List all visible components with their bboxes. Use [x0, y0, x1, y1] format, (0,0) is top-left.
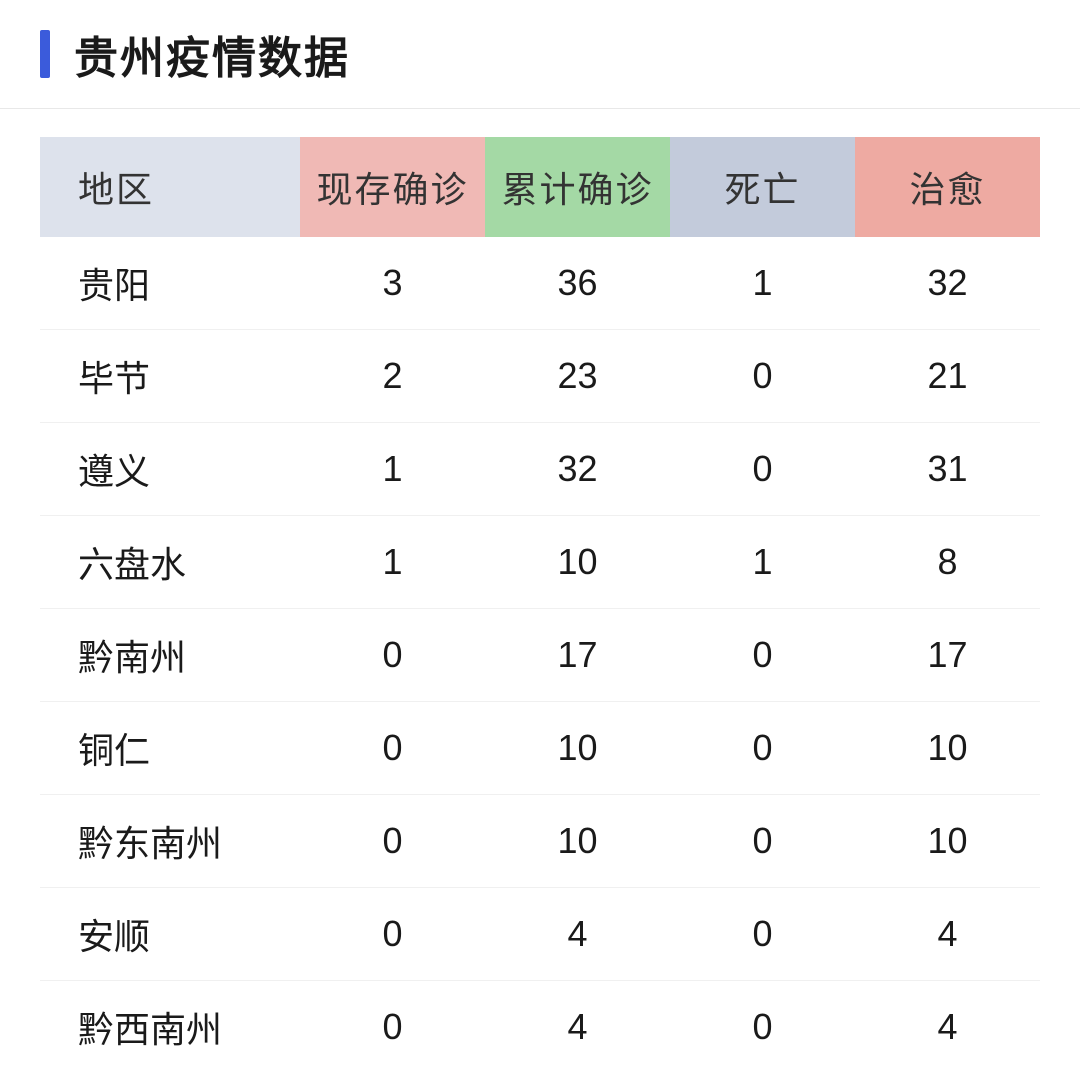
table-row: 黔西南州0404	[40, 981, 1040, 1073]
table-cell-deaths: 0	[670, 795, 855, 888]
table-cell-total: 10	[485, 795, 670, 888]
table-header-cell-deaths: 死亡	[670, 137, 855, 237]
table-header-row: 地区现存确诊累计确诊死亡治愈	[40, 137, 1040, 237]
table-cell-current: 2	[300, 330, 485, 423]
table-row: 贵阳336132	[40, 237, 1040, 330]
table-cell-current: 3	[300, 237, 485, 330]
table-cell-cured: 21	[855, 330, 1040, 423]
header-accent-bar	[40, 30, 50, 78]
table-header-cell-total: 累计确诊	[485, 137, 670, 237]
table-row: 遵义132031	[40, 423, 1040, 516]
table-header-cell-current: 现存确诊	[300, 137, 485, 237]
table-cell-cured: 10	[855, 702, 1040, 795]
table-body: 贵阳336132毕节223021遵义132031六盘水11018黔南州01701…	[40, 237, 1040, 1073]
table-cell-deaths: 1	[670, 237, 855, 330]
table-row: 安顺0404	[40, 888, 1040, 981]
table-container: 地区现存确诊累计确诊死亡治愈 贵阳336132毕节223021遵义132031六…	[0, 109, 1080, 1073]
table-row: 黔南州017017	[40, 609, 1040, 702]
table-cell-deaths: 0	[670, 888, 855, 981]
table-cell-total: 32	[485, 423, 670, 516]
table-cell-region: 安顺	[40, 888, 300, 981]
table-cell-total: 10	[485, 702, 670, 795]
table-cell-total: 10	[485, 516, 670, 609]
table-cell-current: 0	[300, 888, 485, 981]
table-row: 黔东南州010010	[40, 795, 1040, 888]
table-cell-cured: 8	[855, 516, 1040, 609]
table-cell-deaths: 0	[670, 330, 855, 423]
table-cell-current: 0	[300, 795, 485, 888]
table-cell-cured: 10	[855, 795, 1040, 888]
table-header-cell-region: 地区	[40, 137, 300, 237]
table-cell-current: 0	[300, 981, 485, 1073]
epidemic-data-table: 地区现存确诊累计确诊死亡治愈 贵阳336132毕节223021遵义132031六…	[40, 137, 1040, 1073]
table-cell-deaths: 0	[670, 981, 855, 1073]
table-cell-cured: 32	[855, 237, 1040, 330]
table-row: 六盘水11018	[40, 516, 1040, 609]
table-cell-cured: 4	[855, 888, 1040, 981]
table-cell-current: 0	[300, 702, 485, 795]
table-header: 地区现存确诊累计确诊死亡治愈	[40, 137, 1040, 237]
table-row: 毕节223021	[40, 330, 1040, 423]
table-cell-current: 0	[300, 609, 485, 702]
table-cell-total: 23	[485, 330, 670, 423]
table-cell-current: 1	[300, 516, 485, 609]
page-title: 贵州疫情数据	[74, 22, 350, 86]
table-cell-total: 4	[485, 981, 670, 1073]
table-cell-cured: 17	[855, 609, 1040, 702]
table-header-cell-cured: 治愈	[855, 137, 1040, 237]
table-cell-region: 贵阳	[40, 237, 300, 330]
table-cell-region: 六盘水	[40, 516, 300, 609]
table-cell-total: 4	[485, 888, 670, 981]
table-cell-region: 毕节	[40, 330, 300, 423]
table-cell-deaths: 0	[670, 609, 855, 702]
table-cell-region: 黔南州	[40, 609, 300, 702]
table-row: 铜仁010010	[40, 702, 1040, 795]
table-cell-region: 黔西南州	[40, 981, 300, 1073]
table-cell-total: 36	[485, 237, 670, 330]
table-cell-region: 黔东南州	[40, 795, 300, 888]
table-cell-region: 铜仁	[40, 702, 300, 795]
table-cell-cured: 4	[855, 981, 1040, 1073]
table-cell-deaths: 0	[670, 423, 855, 516]
table-cell-deaths: 0	[670, 702, 855, 795]
table-cell-total: 17	[485, 609, 670, 702]
table-cell-deaths: 1	[670, 516, 855, 609]
table-cell-cured: 31	[855, 423, 1040, 516]
table-cell-current: 1	[300, 423, 485, 516]
table-cell-region: 遵义	[40, 423, 300, 516]
page-header: 贵州疫情数据	[0, 0, 1080, 109]
